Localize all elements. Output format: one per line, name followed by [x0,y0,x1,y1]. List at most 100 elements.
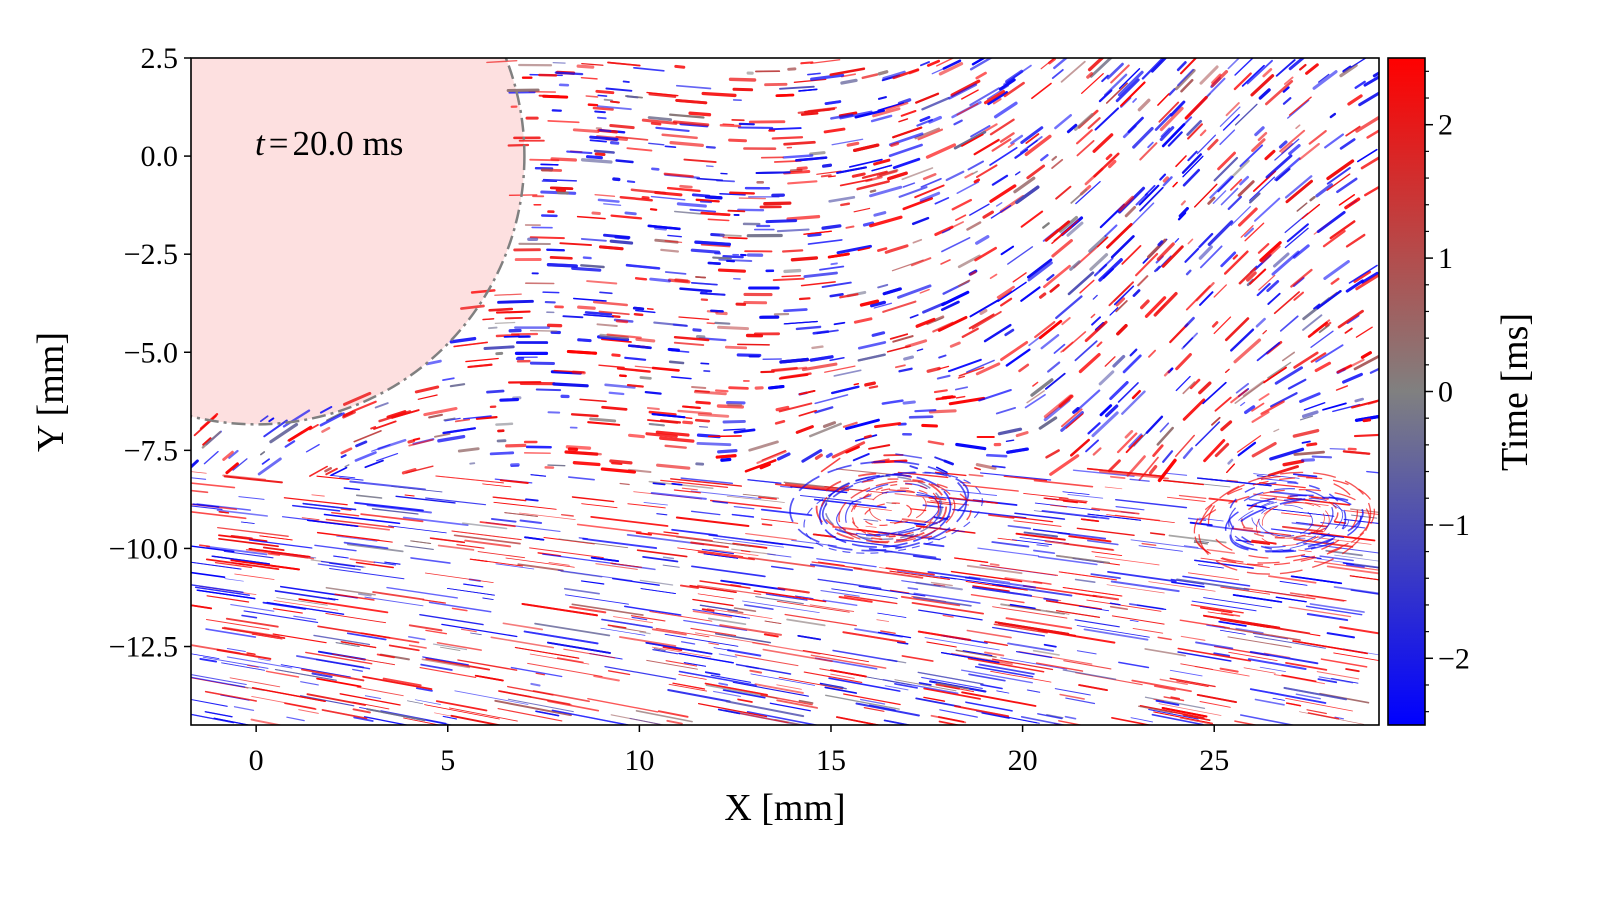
particle-streak [945,170,965,182]
particle-streak [1219,106,1241,127]
particle-streak [851,172,866,178]
particle-streak [1091,551,1123,557]
particle-streak [460,628,477,633]
particle-streak [693,390,727,396]
particle-streak [598,245,624,251]
colorbar-tick-label: 1 [1438,242,1453,275]
particle-streak [599,291,613,295]
particle-streak [451,607,468,612]
particle-streak [1154,113,1173,131]
particle-streak [1153,711,1213,724]
particle-streak [651,628,687,636]
particle-streak [1053,224,1074,242]
particle-streak [678,316,710,321]
particle-streak [656,463,691,470]
particle-streak [983,640,1009,647]
particle-streak [1069,260,1081,271]
particle-streak [1151,58,1168,73]
particle-streak [600,627,646,636]
particle-streak [405,465,434,474]
particle-streak [1360,156,1379,170]
particle-streak [422,656,469,666]
particle-streak [370,426,377,430]
particle-streak [1335,385,1349,391]
particle-streak [587,421,621,426]
particle-streak [1157,240,1164,247]
particle-streak [584,311,613,316]
particle-streak [1329,220,1356,240]
y-tick-label: −12.5 [109,631,178,664]
particle-streak [732,681,809,697]
particle-streak [624,356,647,361]
particle-streak [755,596,804,605]
particle-streak [581,503,618,509]
particle-streak [965,701,1013,712]
particle-streak [1308,130,1327,145]
particle-streak [547,700,600,712]
particle-streak [1199,701,1231,708]
particle-streak [1194,183,1218,208]
particle-streak [1046,714,1064,719]
particle-streak [1160,127,1171,138]
particle-streak [1024,393,1046,409]
particle-streak [717,325,750,331]
particle-streak [546,248,565,252]
particle-streak [1157,93,1170,106]
particle-streak [1214,396,1232,412]
particle-streak [928,115,942,124]
particle-streak [771,136,804,140]
particle-streak [1206,624,1226,629]
particle-streak [1078,352,1101,374]
particle-streak [1299,415,1314,421]
particle-streak [1199,245,1223,269]
particle-streak [1220,187,1239,206]
particle-streak [580,76,598,80]
particle-streak [1326,173,1351,191]
particle-streak [251,633,283,640]
particle-streak [782,249,804,253]
particle-streak [607,670,631,676]
particle-streak [1179,58,1198,75]
particle-streak [852,453,870,462]
particle-streak [1326,632,1355,639]
particle-streak [414,699,441,705]
particle-streak [914,523,925,526]
particle-streak [1315,344,1344,363]
particle-streak [707,261,721,266]
particle-streak [769,702,811,712]
particle-streak [1074,593,1103,598]
particle-streak [783,268,802,274]
particle-streak [723,428,746,431]
particle-streak [1176,578,1250,591]
particle-streak [695,276,707,279]
particle-streak [828,195,856,203]
particle-streak [795,156,828,162]
particle-streak [1068,535,1112,543]
particle-streak [548,562,570,566]
particle-streak [1159,173,1167,181]
particle-streak [384,561,401,565]
particle-streak [662,646,683,652]
particle-streak [1060,60,1086,83]
particle-streak [996,583,1073,597]
particle-streak [1087,117,1101,130]
particle-streak [353,430,382,443]
particle-streak [228,449,239,459]
particle-streak [535,672,546,676]
particle-streak [1324,133,1345,149]
particle-streak [354,501,424,512]
particle-streak [286,716,305,722]
particle-streak [1353,270,1372,283]
particle-streak [479,521,516,528]
particle-streak [626,384,644,388]
particle-streak [1018,363,1030,373]
particle-streak [1083,628,1149,641]
particle-streak [601,338,632,343]
particle-streak [655,126,690,132]
particle-streak [1129,619,1139,622]
particle-streak [871,331,886,337]
particle-streak [838,596,873,603]
vortex-streak [1258,504,1313,537]
particle-streak [1184,95,1208,120]
particle-streak [589,417,617,423]
